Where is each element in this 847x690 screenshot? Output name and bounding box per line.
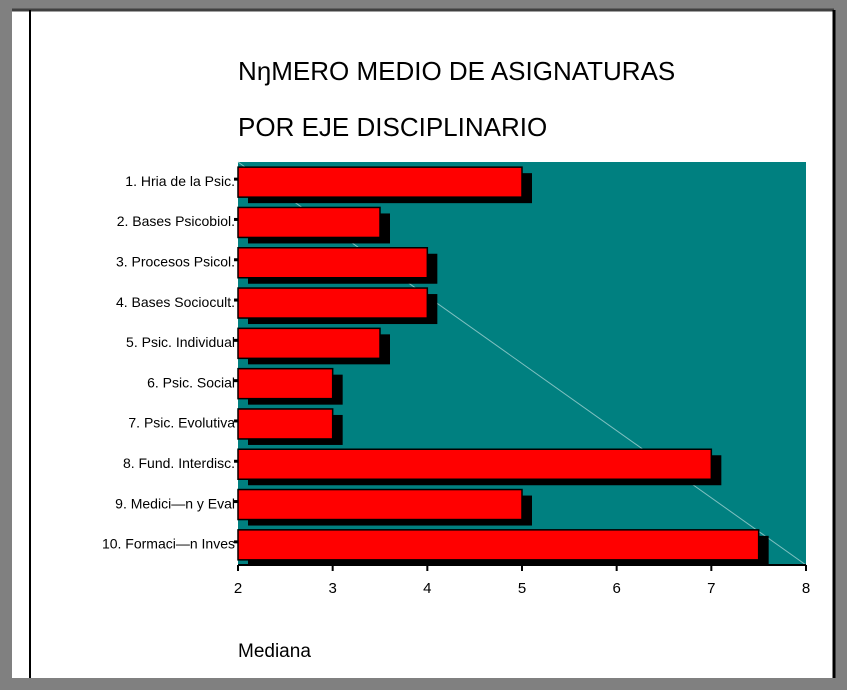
bar [237, 206, 381, 239]
y-tick-label: 9. Medici—n y Eval [115, 495, 235, 511]
bar [237, 448, 713, 480]
bar [237, 529, 760, 561]
bar [237, 247, 429, 279]
chart-title: NŋMERO MEDIO DE ASIGNATURAS [238, 56, 675, 86]
y-tick-label: 8. Fund. Interdisc. [123, 455, 235, 471]
x-tick-label: 5 [518, 580, 526, 597]
y-tick-label: 1. Hria de la Psic. [125, 173, 235, 189]
bar [237, 327, 381, 360]
x-axis-label: Mediana [238, 641, 311, 662]
x-tick-label: 8 [802, 580, 810, 597]
x-tick-label: 4 [423, 580, 431, 597]
chart-title: POR EJE DISCIPLINARIO [238, 112, 547, 142]
bar [237, 166, 523, 198]
y-tick-label: 5. Psic. Individual [126, 334, 235, 350]
bar [237, 488, 523, 521]
bar [237, 408, 334, 440]
x-tick-label: 6 [612, 580, 620, 597]
y-tick-label: 4. Bases Sociocult. [116, 294, 235, 310]
y-tick-label: 2. Bases Psicobiol. [117, 213, 235, 229]
x-tick-label: 3 [328, 580, 336, 597]
y-tick-label: 6. Psic. Social [147, 374, 235, 390]
bar [237, 367, 334, 400]
x-tick-label: 2 [234, 580, 242, 597]
x-tick-label: 7 [707, 580, 715, 597]
y-tick-label: 10. Formaci—n Inves [102, 536, 235, 552]
y-tick-label: 3. Procesos Psicol. [116, 253, 235, 269]
y-tick-label: 7. Psic. Evolutiva [128, 415, 235, 431]
bar [237, 287, 429, 319]
